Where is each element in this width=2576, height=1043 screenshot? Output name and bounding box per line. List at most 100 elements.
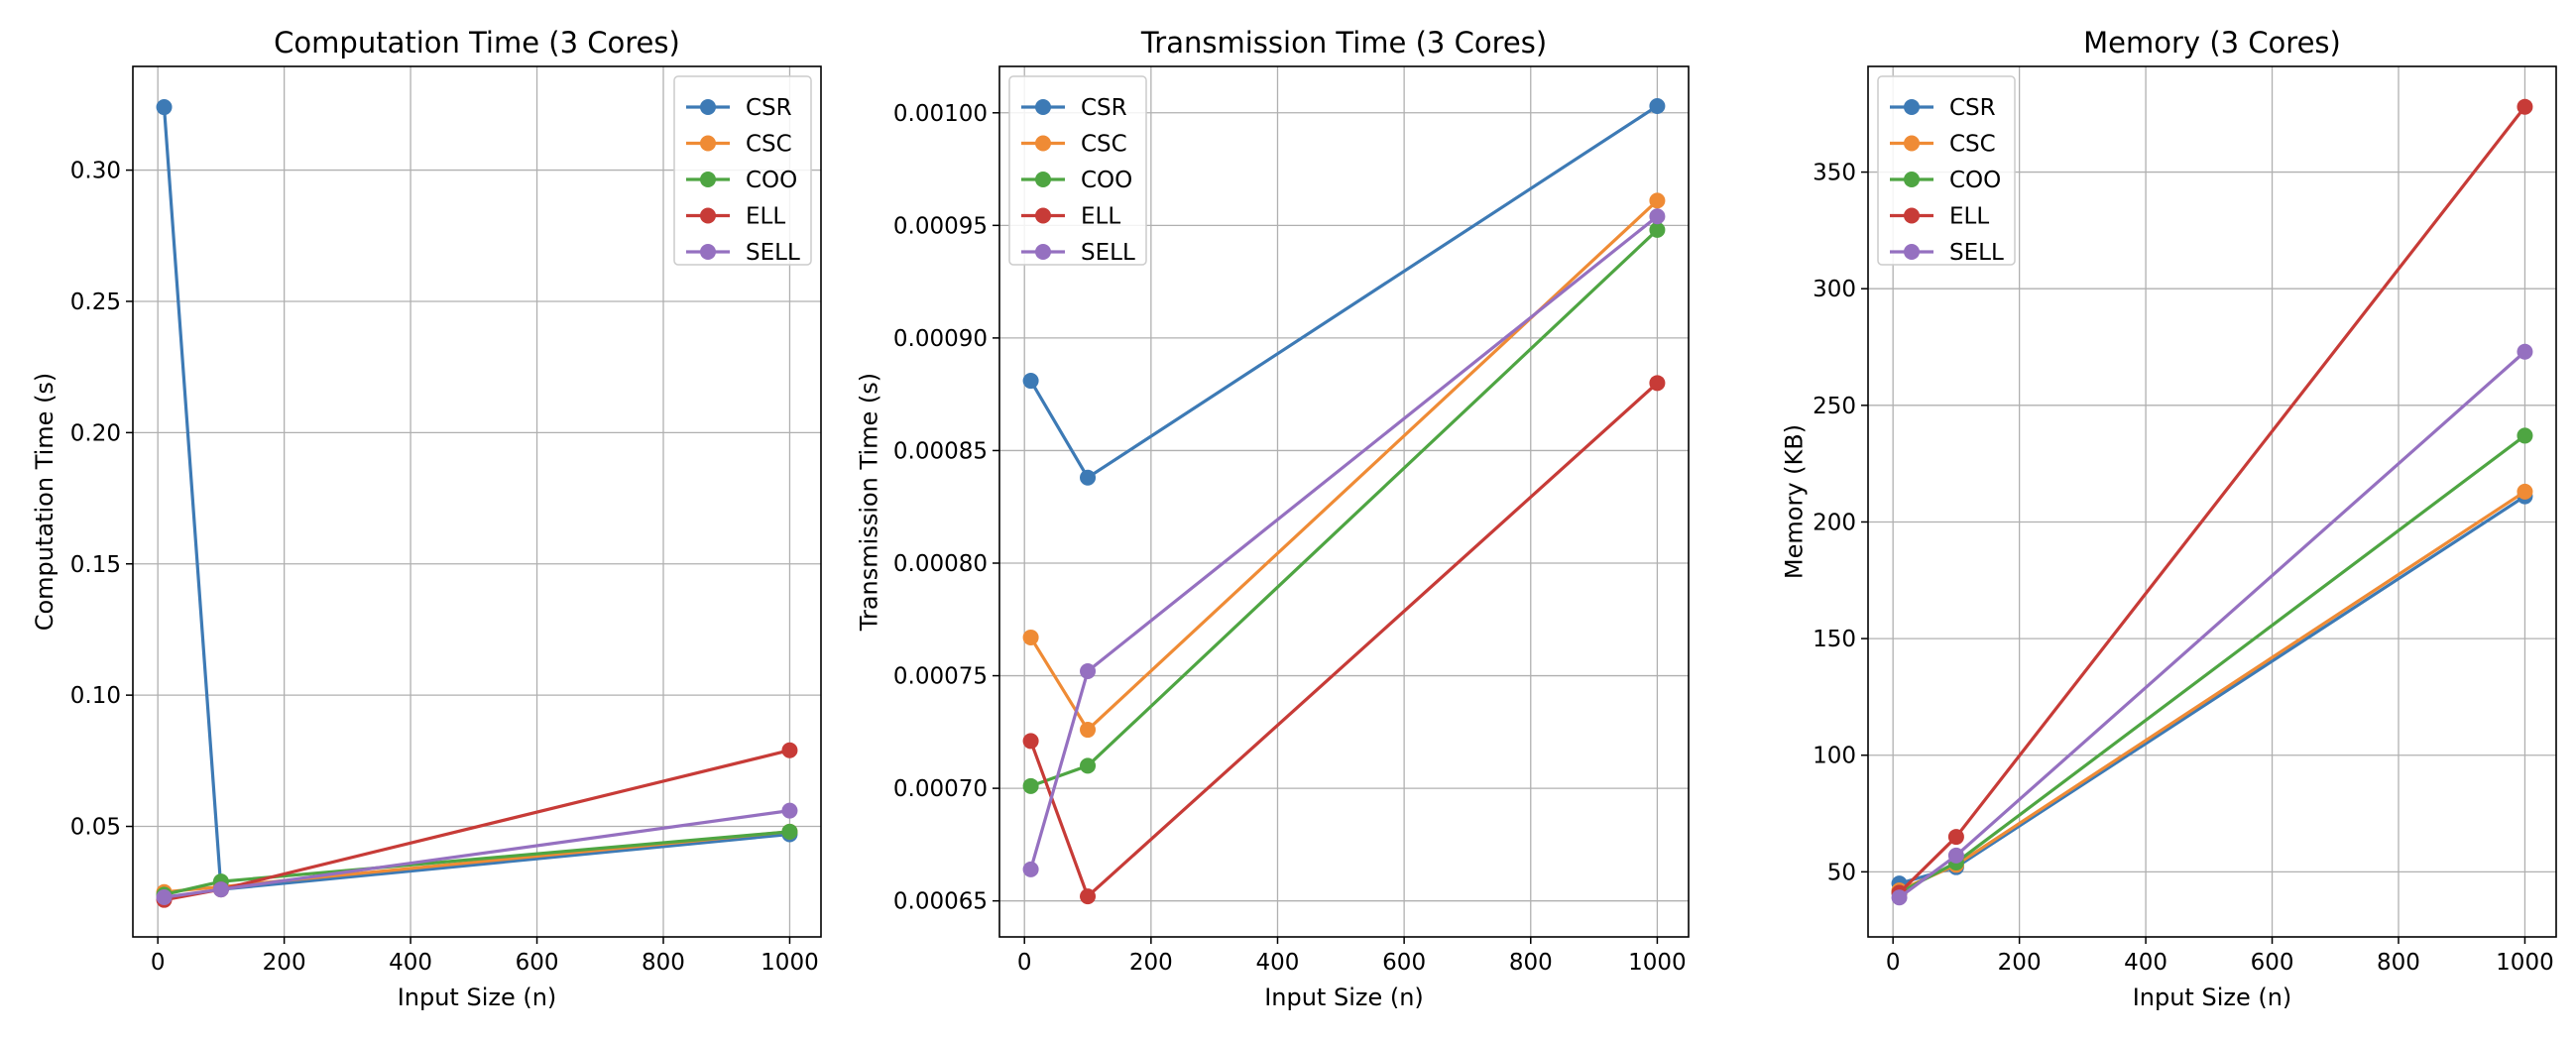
data-point-sell: [1022, 861, 1039, 877]
data-point-csr: [156, 99, 173, 116]
x-tick-label: 1000: [1628, 950, 1687, 976]
y-tick-label: 200: [1813, 510, 1856, 535]
subplot-1: 0 200 400 600 800 1000 0.05 0.10 0.15 0.20 0.25 0.3…: [31, 26, 822, 1011]
data-point-sell: [212, 881, 229, 898]
y-tick-label: 250: [1813, 394, 1856, 419]
legend-label: CSR: [1949, 95, 1996, 121]
y-axis-label: Memory (KB): [1780, 424, 1808, 579]
legend-label: CSR: [746, 95, 792, 121]
legend-swatch-marker: [1035, 135, 1051, 152]
data-point-csr: [1649, 97, 1666, 114]
legend-label: ELL: [1081, 204, 1120, 230]
legend-label: CSR: [1081, 95, 1127, 121]
x-tick-label: 600: [1382, 950, 1426, 976]
legend-swatch-marker: [700, 172, 716, 187]
x-tick-label: 800: [1509, 950, 1553, 976]
data-point-csc: [1080, 722, 1097, 739]
x-tick-label: 0: [1886, 950, 1901, 976]
x-tick-label: 1000: [761, 950, 819, 976]
y-tick-label: 0.30: [70, 159, 121, 184]
data-point-ell: [1649, 375, 1666, 392]
y-tick-label: 0.00070: [893, 776, 988, 802]
y-tick-label: 0.10: [70, 683, 121, 709]
y-tick-label: 350: [1813, 161, 1856, 186]
x-tick-label: 1000: [2496, 950, 2554, 976]
legend-swatch-marker: [700, 244, 716, 260]
axes-frame: [1867, 65, 2557, 938]
x-tick-label: 400: [389, 950, 432, 976]
data-point-sell: [1080, 663, 1097, 680]
data-point-coo: [1022, 777, 1039, 794]
legend: CSR CSC COO ELL SELL: [1877, 75, 2016, 266]
x-tick-label: 800: [642, 950, 685, 976]
data-point-csc: [1022, 629, 1039, 645]
y-tick-label: 0.00100: [893, 101, 988, 127]
legend-swatch-marker: [1904, 99, 1920, 115]
x-tick-label: 0: [151, 950, 166, 976]
x-tick-label: 400: [1256, 950, 1300, 976]
data-point-sell: [1649, 208, 1666, 225]
y-tick-label: 100: [1813, 744, 1856, 769]
x-tick-label: 600: [516, 950, 559, 976]
chart-title: Transmission Time (3 Cores): [1140, 26, 1547, 59]
data-point-sell: [781, 802, 798, 819]
legend-swatch-marker: [1904, 172, 1920, 187]
subplot-2: 0 200 400 600 800 1000 0.00065 0.00070 0.00075 0.…: [856, 26, 1690, 1011]
x-tick-label: 600: [2251, 950, 2294, 976]
y-tick-label: 0.20: [70, 420, 121, 446]
y-tick-label: 0.25: [70, 290, 121, 315]
chart-title: Memory (3 Cores): [2083, 26, 2341, 59]
data-point-ell: [781, 742, 798, 758]
x-axis-label: Input Size (n): [398, 984, 557, 1011]
legend-label: COO: [1949, 168, 2001, 193]
data-point-coo: [781, 823, 798, 840]
legend-label: SELL: [1081, 240, 1135, 266]
legend-swatch-marker: [700, 207, 716, 224]
y-tick-label: 0.00090: [893, 326, 988, 352]
y-tick-label: 150: [1813, 627, 1856, 652]
data-point-csr: [1022, 373, 1039, 390]
x-tick-label: 200: [263, 950, 306, 976]
y-tick-label: 0.15: [70, 552, 121, 578]
series-line-csc: [1898, 490, 2526, 892]
x-tick-label: 800: [2377, 950, 2420, 976]
y-axis-label: Transmission Time (s): [856, 373, 883, 632]
chart-title: Computation Time (3 Cores): [274, 26, 680, 59]
legend-label: CSC: [746, 132, 792, 158]
legend-swatch-marker: [1904, 244, 1920, 260]
legend-label: SELL: [746, 240, 800, 266]
legend-swatch-marker: [1904, 207, 1920, 224]
legend: CSR CSC COO ELL SELL: [1008, 75, 1147, 266]
data-point-ell: [1022, 733, 1039, 750]
axes-frame: [998, 65, 1690, 938]
data-point-coo: [1080, 757, 1097, 774]
y-axis-label: Computation Time (s): [31, 373, 59, 632]
series-line-sell: [164, 809, 790, 899]
legend-swatch-marker: [1035, 244, 1051, 260]
y-tick-label: 0.05: [70, 815, 121, 841]
series-line-coo: [1030, 228, 1659, 788]
legend-swatch-marker: [1035, 172, 1051, 187]
series-line-sell: [1029, 214, 1659, 870]
legend-swatch-marker: [700, 135, 716, 152]
data-point-csc: [1649, 192, 1666, 209]
data-point-csc: [2517, 483, 2533, 500]
data-point-ell: [2517, 98, 2533, 115]
data-point-coo: [1649, 221, 1666, 238]
legend-swatch-marker: [1035, 99, 1051, 115]
legend-label: CSC: [1081, 132, 1127, 158]
x-tick-label: 200: [1129, 950, 1173, 976]
y-tick-label: 0.00080: [893, 551, 988, 577]
data-point-sell: [1891, 889, 1908, 906]
legend-swatch-marker: [1904, 135, 1920, 152]
y-tick-label: 300: [1813, 277, 1856, 302]
data-point-csr: [1080, 469, 1097, 486]
legend-swatch-marker: [700, 99, 716, 115]
x-axis-label: Input Size (n): [1264, 984, 1424, 1011]
series-line-sell: [1898, 350, 2526, 899]
legend-label: COO: [746, 168, 797, 193]
y-tick-label: 0.00085: [893, 438, 988, 464]
x-tick-label: 200: [1998, 950, 2042, 976]
data-point-sell: [2517, 343, 2533, 360]
